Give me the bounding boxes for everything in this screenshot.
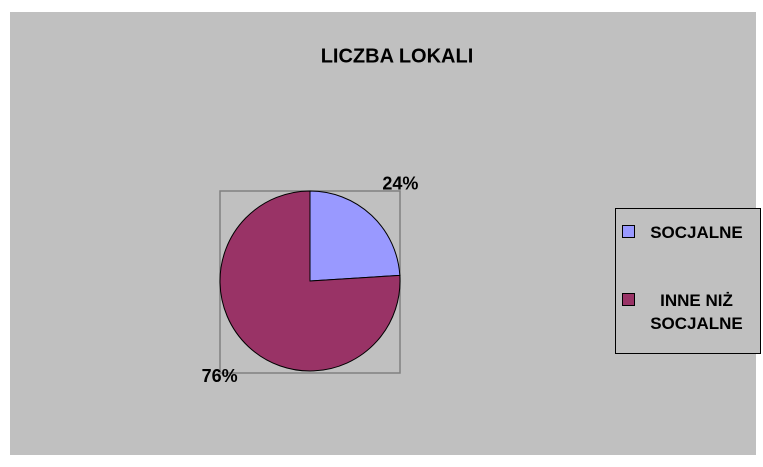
data-label: 76% (202, 366, 238, 386)
legend-item: INNE NIŻ SOCJALNE (622, 289, 762, 335)
legend-label: SOCJALNE (650, 223, 743, 242)
legend-swatch (622, 225, 635, 238)
legend-item: SOCJALNE (622, 221, 762, 244)
pie-slice (309, 190, 401, 282)
pie-slice (219, 190, 401, 372)
legend-label: INNE NIŻ SOCJALNE (650, 291, 743, 333)
chart-title: LICZBA LOKALI (321, 45, 474, 67)
legend-swatch (622, 293, 635, 306)
legend: SOCJALNE INNE NIŻ SOCJALNE (615, 208, 761, 354)
data-label: 24% (382, 174, 418, 194)
